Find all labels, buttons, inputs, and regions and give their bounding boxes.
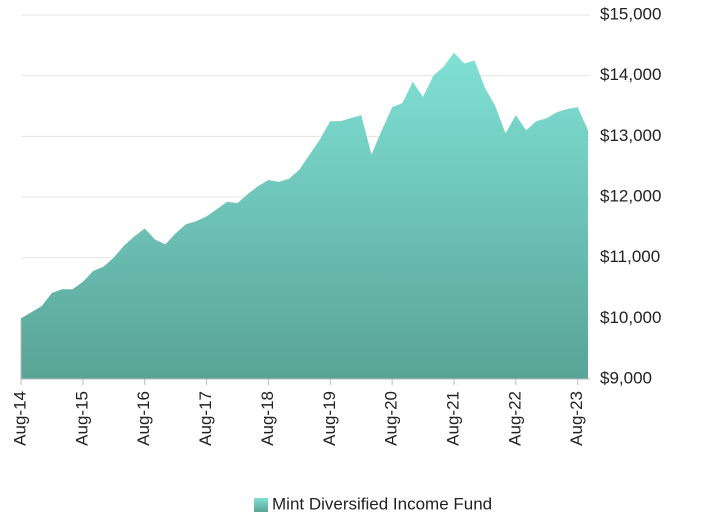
y-tick-label: $12,000 bbox=[600, 186, 661, 205]
y-tick-label: $10,000 bbox=[600, 308, 661, 327]
area bbox=[21, 52, 588, 379]
x-tick-label: Aug-18 bbox=[258, 391, 277, 446]
x-tick-label: Aug-20 bbox=[382, 391, 401, 446]
x-tick-label: Aug-23 bbox=[567, 391, 586, 446]
x-tick-label: Aug-21 bbox=[443, 391, 462, 446]
y-tick-label: $11,000 bbox=[600, 247, 660, 266]
legend: Mint Diversified Income Fund bbox=[254, 494, 492, 513]
y-tick-label: $15,000 bbox=[600, 4, 661, 23]
x-tick-label: Aug-17 bbox=[196, 391, 215, 446]
x-tick-label: Aug-14 bbox=[10, 391, 29, 446]
x-tick-label: Aug-15 bbox=[72, 391, 91, 446]
y-tick-label: $9,000 bbox=[600, 368, 652, 387]
legend-swatch bbox=[254, 498, 268, 512]
legend-label: Mint Diversified Income Fund bbox=[272, 494, 492, 513]
x-tick-label: Aug-22 bbox=[505, 391, 524, 446]
x-tick-label: Aug-19 bbox=[320, 391, 339, 446]
x-tick-label: Aug-16 bbox=[134, 391, 153, 446]
y-tick-label: $14,000 bbox=[600, 65, 661, 84]
y-tick-label: $13,000 bbox=[600, 126, 661, 145]
